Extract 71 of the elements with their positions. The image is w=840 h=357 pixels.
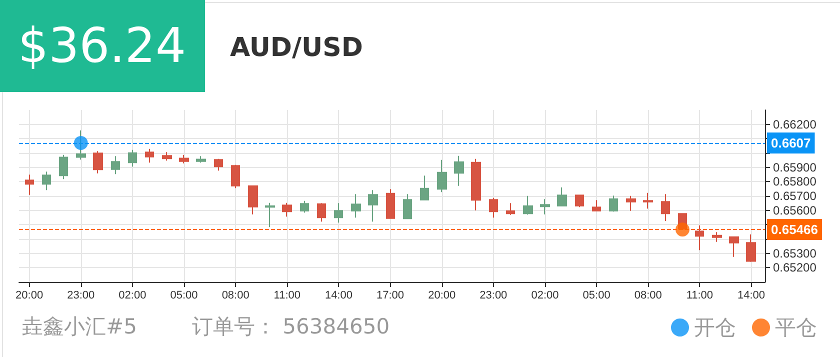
chart-title: AUD/USD [230,33,363,63]
candlestick [471,158,481,211]
candlestick [557,186,567,206]
y-tick-label: 0.65600 [773,203,817,218]
candlestick [248,184,258,215]
candlestick [437,159,447,193]
candlestick [25,174,34,196]
y-tick-label: 0.65200 [773,260,817,275]
x-tick-label: 05:00 [582,290,610,302]
candlestick [540,198,550,215]
x-tick-label: 11:00 [686,290,714,302]
candlestick [592,200,601,212]
x-tick-label: 11:00 [274,290,301,302]
candlestick [420,175,429,200]
candlestick [282,202,292,218]
candlestick [523,195,533,216]
legend-label: 开仓 [694,316,736,340]
x-tick-label: 08:00 [634,290,662,302]
y-tick-label: 0.65800 [773,174,817,189]
candlestick [489,197,498,218]
candlestick [368,190,378,222]
candlestick [93,150,103,174]
candlestick [317,202,326,222]
candlestick [403,194,412,220]
candlestick [695,224,704,251]
candlestick [626,195,636,212]
legend-label: 平仓 [775,316,817,340]
chart-subtitle: $36.24 [18,18,186,74]
candlestick [506,202,515,216]
candlestick [111,156,120,175]
x-tick-label: 08:00 [222,290,250,302]
y-tick-label: 0.65300 [773,246,817,260]
y-tick-label: 0.65700 [773,189,817,203]
candlestick [351,194,361,218]
candlestick [42,171,51,191]
candlestick [300,200,309,214]
candlestick [661,194,670,222]
candlestick [712,232,722,242]
x-tick-label: 23:00 [480,290,508,302]
y-tick-label: 0.65900 [773,160,817,174]
candlestick [386,188,395,219]
text: 订单号： 56384650 [192,314,390,338]
x-tick-label: 05:00 [170,290,198,302]
x-tick-label: 14:00 [737,290,766,302]
candlestick [162,152,172,162]
candlestick [145,148,154,164]
x-tick-label: 20:00 [16,290,44,302]
candlestick [609,195,618,212]
candlestick [59,154,68,180]
ref-line-label: 0.6607 [771,135,811,150]
candlestick [454,155,464,186]
candlestick [196,156,206,164]
candlestick [334,202,343,224]
x-tick-label: 14:00 [324,290,352,302]
ref-line-label: 0.65466 [771,222,818,238]
candlestick [746,234,756,262]
x-tick-label: 23:00 [67,290,95,302]
candlestick [231,164,240,189]
x-tick-label: 17:00 [376,290,404,302]
x-tick-label: 02:00 [118,290,146,302]
x-tick-label: 02:00 [531,290,559,302]
candlestick [179,154,189,164]
candlestick [265,202,275,228]
candlestick [214,158,223,172]
y-tick-label: 0.66200 [773,117,817,132]
candlestick [128,149,137,168]
candlestick [575,194,584,208]
candlestick [643,192,653,210]
x-tick-label: 20:00 [428,290,456,302]
candlestick [729,236,739,258]
text: 垚鑫小汇#5 [22,314,137,338]
